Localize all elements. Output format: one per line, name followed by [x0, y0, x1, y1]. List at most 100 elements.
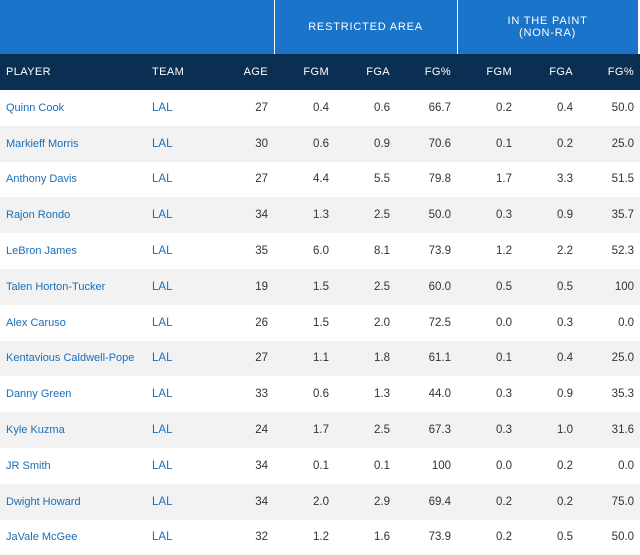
team-link[interactable]: LAL	[146, 197, 212, 234]
player-name-link[interactable]: Alex Caruso	[6, 316, 66, 329]
team-link[interactable]: LAL	[146, 483, 212, 520]
player-name-link[interactable]: Rajon Rondo	[0, 197, 146, 234]
age-cell: 33	[255, 388, 269, 401]
paint-fgm-cell: 0.1	[457, 125, 519, 162]
player-name-link[interactable]: Markieff Morris	[0, 125, 146, 162]
column-header-ra-fg-pct[interactable]: FG%	[396, 54, 458, 90]
age-cell: 26	[255, 316, 269, 329]
ra-fgm-cell: 0.1	[313, 459, 330, 472]
player-name-link[interactable]: Talen Horton-Tucker	[0, 268, 146, 305]
ra-fga-cell: 2.5	[335, 197, 397, 234]
paint-fg-pct-cell: 51.5	[611, 173, 635, 186]
ra-fg-pct-cell: 60.0	[396, 268, 458, 305]
age-cell: 32	[255, 531, 269, 544]
ra-fga-cell: 2.5	[335, 412, 397, 448]
team-link[interactable]: LAL	[152, 388, 173, 401]
paint-fgm-cell: 0.2	[496, 101, 513, 114]
ra-fgm-cell: 6.0	[313, 245, 330, 258]
column-header-paint-fga[interactable]: FGA	[518, 54, 580, 90]
team-link[interactable]: LAL	[152, 459, 173, 472]
paint-fgm-cell: 1.2	[496, 245, 513, 258]
paint-fga-cell: 0.3	[557, 316, 574, 329]
age-cell: 19	[212, 268, 275, 305]
player-name-link[interactable]: Dwight Howard	[0, 483, 146, 520]
ra-fg-pct-cell: 44.0	[428, 388, 452, 401]
player-name-link[interactable]: Quinn Cook	[6, 101, 65, 114]
player-name-link[interactable]: Danny Green	[6, 388, 72, 401]
age-cell: 30	[212, 125, 275, 162]
ra-fgm-cell: 4.4	[313, 173, 330, 186]
paint-fgm-cell: 0.0	[496, 316, 513, 329]
column-header-row: PLAYER TEAM AGE FGM FGA FG% FGM FGA FG%	[0, 54, 640, 90]
paint-fgm-cell: 0.3	[496, 388, 513, 401]
player-name-link[interactable]: JR Smith	[6, 459, 51, 472]
ra-fga-cell: 1.8	[335, 340, 397, 377]
paint-fg-pct-cell: 100	[579, 268, 640, 305]
ra-fga-cell: 1.3	[374, 388, 391, 401]
column-header-paint-fgm[interactable]: FGM	[457, 54, 519, 90]
ra-fg-pct-cell: 69.4	[396, 483, 458, 520]
ra-fg-pct-cell: 73.9	[428, 531, 452, 544]
ra-fgm-cell: 2.0	[274, 483, 336, 520]
player-name-link[interactable]: Kentavious Caldwell-Pope	[0, 340, 146, 377]
column-header-ra-fgm[interactable]: FGM	[274, 54, 336, 90]
paint-fg-pct-cell: 50.0	[611, 101, 635, 114]
ra-fga-cell: 2.5	[335, 268, 397, 305]
team-link[interactable]: LAL	[146, 340, 212, 377]
column-header-team[interactable]: TEAM	[146, 54, 212, 90]
team-link[interactable]: LAL	[152, 245, 173, 258]
ra-fg-pct-cell: 72.5	[428, 316, 452, 329]
ra-fga-cell: 5.5	[374, 173, 391, 186]
column-header-age[interactable]: AGE	[212, 54, 275, 90]
ra-fg-pct-cell: 73.9	[428, 245, 452, 258]
column-header-ra-fga[interactable]: FGA	[335, 54, 397, 90]
table-row: Kyle Kuzma LAL 24 1.7 2.5 67.3 0.3 1.0 31.6	[0, 412, 640, 448]
column-header-paint-fg-pct[interactable]: FG%	[579, 54, 640, 90]
paint-fg-pct-cell: 31.6	[579, 412, 640, 448]
ra-fga-cell: 1.6	[374, 531, 391, 544]
player-name-link[interactable]: Kyle Kuzma	[0, 412, 146, 448]
team-link[interactable]: LAL	[146, 125, 212, 162]
ra-fgm-cell: 0.6	[274, 125, 336, 162]
table-row: Talen Horton-Tucker LAL 19 1.5 2.5 60.0 0.5 0.5…	[0, 268, 640, 305]
paint-fgm-cell: 0.2	[496, 531, 513, 544]
column-header-player[interactable]: PLAYER	[0, 54, 146, 90]
team-link[interactable]: LAL	[152, 101, 173, 114]
paint-fg-pct-cell: 25.0	[579, 125, 640, 162]
paint-fgm-cell: 0.5	[457, 268, 519, 305]
team-link[interactable]: LAL	[146, 268, 212, 305]
ra-fga-cell: 2.9	[335, 483, 397, 520]
team-link[interactable]: LAL	[146, 412, 212, 448]
ra-fgm-cell: 1.1	[274, 340, 336, 377]
player-name-link[interactable]: JaVale McGee	[6, 531, 78, 544]
paint-fgm-cell: 1.7	[496, 173, 513, 186]
paint-fgm-cell: 0.3	[457, 412, 519, 448]
age-cell: 24	[212, 412, 275, 448]
paint-fg-pct-cell: 52.3	[611, 245, 635, 258]
table-row: Rajon Rondo LAL 34 1.3 2.5 50.0 0.3 0.9 35.7	[0, 197, 640, 234]
ra-fga-cell: 0.9	[335, 125, 397, 162]
ra-fg-pct-cell: 67.3	[396, 412, 458, 448]
ra-fg-pct-cell: 100	[431, 459, 452, 472]
table-row: LeBron James LAL 35 6.0 8.1 73.9 1.2 2.2 52.3	[0, 233, 640, 269]
player-name-link[interactable]: LeBron James	[6, 245, 77, 258]
ra-fgm-cell: 0.6	[313, 388, 330, 401]
team-link[interactable]: LAL	[152, 173, 173, 186]
paint-fga-cell: 3.3	[557, 173, 574, 186]
team-link[interactable]: LAL	[152, 316, 173, 329]
ra-fga-cell: 0.1	[374, 459, 391, 472]
ra-fgm-cell: 1.3	[274, 197, 336, 234]
paint-fga-cell: 0.5	[557, 531, 574, 544]
group-header-in-the-paint: IN THE PAINT (NON-RA)	[456, 0, 640, 54]
ra-fgm-cell: 1.5	[274, 268, 336, 305]
age-cell: 35	[255, 245, 269, 258]
player-name-link[interactable]: Anthony Davis	[6, 173, 77, 186]
ra-fg-pct-cell: 79.8	[428, 173, 452, 186]
paint-fg-pct-cell: 35.7	[579, 197, 640, 234]
team-link[interactable]: LAL	[152, 531, 173, 544]
paint-fga-cell: 0.2	[518, 483, 580, 520]
paint-fg-pct-cell: 0.0	[618, 459, 635, 472]
paint-fga-cell: 0.9	[518, 197, 580, 234]
ra-fga-cell: 8.1	[374, 245, 391, 258]
age-cell: 27	[255, 101, 269, 114]
